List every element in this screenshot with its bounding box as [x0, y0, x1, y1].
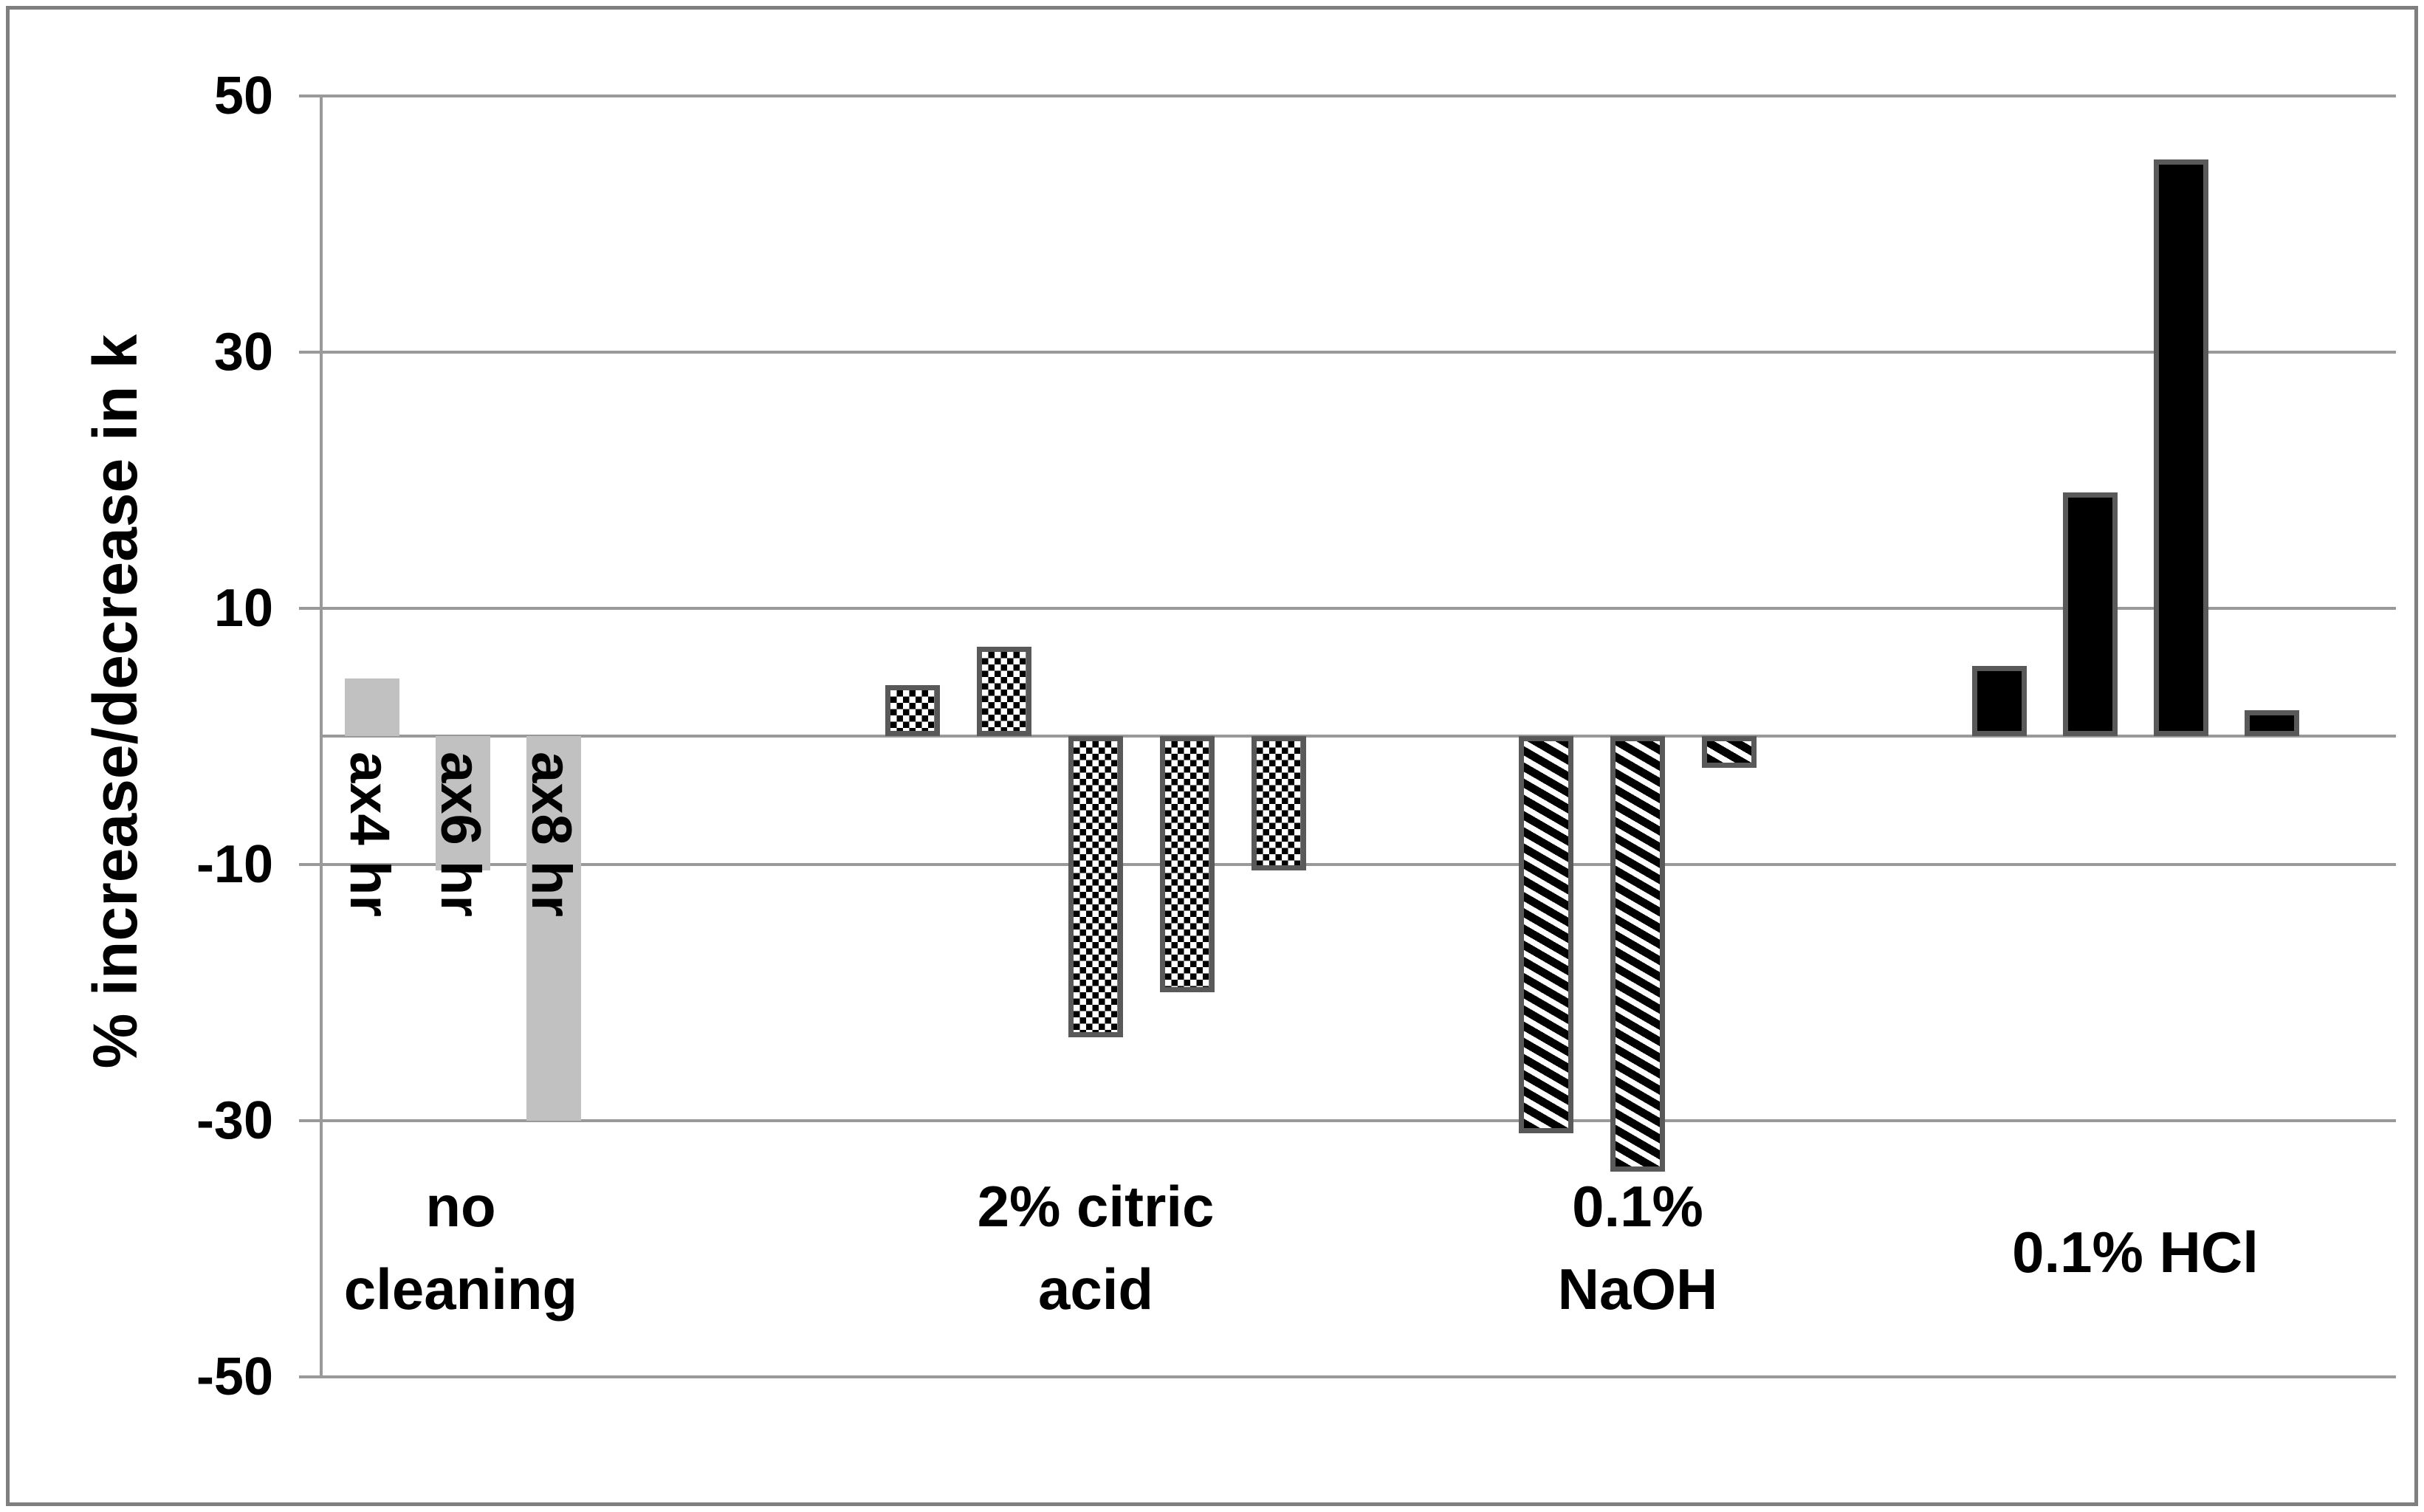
- category-label: NaOH: [1557, 1257, 1718, 1322]
- bar-label: ax8 hr: [520, 752, 583, 917]
- chart-outer-border: [6, 6, 2418, 1506]
- bar-0-1-hcl: [2245, 710, 2299, 736]
- category-label: 0.1%: [1572, 1174, 1703, 1239]
- y-tick-label: 10: [213, 578, 273, 638]
- y-tick: [299, 94, 320, 97]
- bar-0-1-hcl: [1972, 665, 2027, 736]
- bar-label: ax4 hr: [338, 752, 401, 917]
- bar-label: ax6 hr: [429, 752, 492, 917]
- y-tick-label: 30: [213, 322, 273, 382]
- y-axis-title: % increase/decrease in k: [80, 334, 150, 1069]
- bar-no-cleaning: [345, 678, 399, 736]
- bar-2-citric-acid: [1068, 736, 1123, 1037]
- y-tick-label: 50: [213, 66, 273, 126]
- bar-0-1-hcl: [2154, 159, 2208, 736]
- zero-axis-line: [320, 735, 2396, 738]
- y-gridline: [320, 1375, 2396, 1378]
- category-label: acid: [1037, 1257, 1154, 1322]
- bar-0-1-naoh: [1519, 736, 1573, 1133]
- y-tick: [299, 1375, 320, 1378]
- y-tick: [299, 1118, 320, 1122]
- y-tick: [299, 606, 320, 610]
- bar-no-cleaning: [436, 736, 490, 871]
- y-axis-line: [320, 95, 323, 1377]
- y-gridline: [320, 862, 2396, 866]
- category-label: 2% citric: [977, 1174, 1215, 1239]
- category-label: cleaning: [343, 1257, 578, 1322]
- y-tick: [299, 862, 320, 866]
- y-gridline: [320, 350, 2396, 354]
- category-label: no: [425, 1174, 496, 1239]
- bar-2-citric-acid: [1160, 736, 1215, 992]
- bar-0-1-naoh: [1610, 736, 1665, 1172]
- y-tick-label: -30: [196, 1090, 273, 1150]
- y-tick: [299, 350, 320, 354]
- y-gridline: [320, 94, 2396, 97]
- y-tick-label: -50: [196, 1347, 273, 1406]
- y-tick-label: -10: [196, 834, 273, 894]
- category-label: 0.1% HCl: [2012, 1220, 2259, 1285]
- y-gridline: [320, 606, 2396, 610]
- bar-0-1-hcl: [2063, 492, 2118, 736]
- bar-2-citric-acid: [885, 684, 940, 736]
- y-gridline: [320, 1118, 2396, 1122]
- bar-no-cleaning: [526, 736, 581, 1121]
- bar-2-citric-acid: [1252, 736, 1306, 871]
- bar-0-1-naoh: [1702, 736, 1757, 769]
- bar-2-citric-acid: [977, 646, 1031, 736]
